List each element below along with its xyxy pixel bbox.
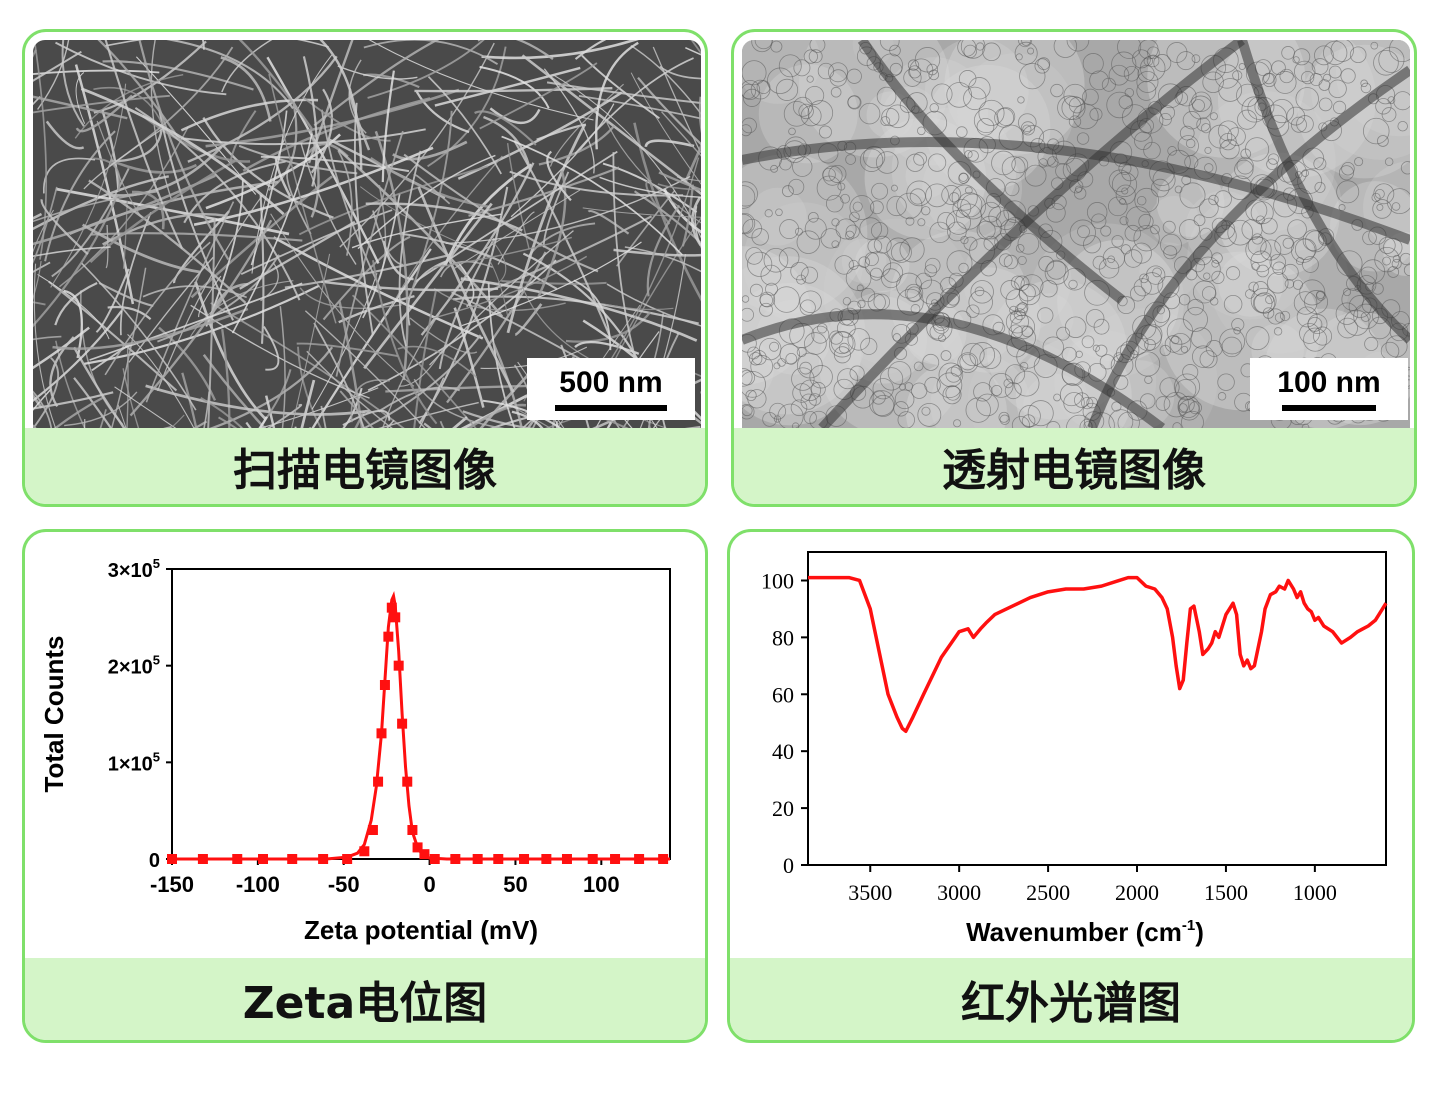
zeta-data-point: [386, 602, 397, 613]
zeta-data-point: [419, 849, 430, 860]
zeta-x-tick-label: -50: [328, 872, 360, 897]
zeta-data-point: [450, 854, 461, 864]
ftir-y-tick-label: 80: [772, 625, 794, 650]
zeta-caption: Zeta电位图: [25, 958, 705, 1040]
sem-scale-line: [555, 405, 667, 411]
zeta-data-point: [197, 854, 208, 864]
ftir-x-tick-label: 2500: [1026, 880, 1070, 905]
zeta-data-point: [541, 854, 552, 864]
sem-panel: 500 nm 扫描电镜图像: [22, 29, 708, 507]
tem-micrograph: 100 nm: [742, 40, 1410, 428]
zeta-data-point: [658, 854, 669, 864]
zeta-data-point: [393, 660, 404, 671]
zeta-data-point: [373, 776, 384, 787]
zeta-plot-frame: [171, 568, 671, 860]
tem-scale-label: 100 nm: [1277, 366, 1381, 399]
ftir-x-tick-label: 3500: [848, 880, 892, 905]
ftir-panel: 3500 3000 2500 2000 1500 1000 0 20 40 60 80 100 Wave…: [727, 529, 1415, 1043]
zeta-fit-line: [172, 590, 670, 861]
tem-scale-line: [1282, 405, 1376, 411]
ftir-plot-frame: [807, 551, 1387, 866]
sem-scale-bar: 500 nm: [527, 358, 695, 420]
zeta-y-axis-label: Total Counts: [39, 636, 69, 793]
ftir-caption: 红外光谱图: [730, 958, 1412, 1040]
ftir-y-tick-label: 20: [772, 796, 794, 821]
zeta-data-point: [167, 854, 177, 864]
ftir-spectrum-line: [808, 575, 1388, 734]
zeta-y-tick-label: 0: [149, 850, 160, 872]
ftir-x-tick-label: 1000: [1293, 880, 1337, 905]
zeta-data-point: [359, 846, 370, 857]
ftir-x-axis-label: Wavenumber (cm-1): [966, 917, 1204, 947]
zeta-panel: -150 -100 -50 0 50 100 0 1×105 2×105 3×105 Zeta po…: [22, 529, 708, 1043]
zeta-y-tick-label: 3×105: [108, 556, 160, 582]
zeta-data-point: [402, 776, 413, 787]
ftir-chart: 3500 3000 2500 2000 1500 1000 0 20 40 60 80 100 Wave…: [761, 551, 1388, 947]
zeta-data-point: [379, 680, 390, 690]
zeta-data-point: [397, 718, 408, 729]
zeta-data-point: [383, 631, 394, 642]
zeta-x-tick-label: 50: [503, 872, 527, 897]
zeta-data-point: [367, 825, 378, 835]
zeta-data-point: [561, 854, 572, 864]
zeta-data-point: [232, 854, 243, 864]
zeta-data-point: [412, 842, 423, 853]
zeta-data-point: [342, 854, 353, 864]
zeta-data-point: [390, 612, 401, 623]
zeta-x-axis-label: Zeta potential (mV): [304, 915, 538, 945]
tem-panel: 100 nm 透射电镜图像: [731, 29, 1417, 507]
zeta-data-point: [318, 854, 329, 864]
ftir-y-tick-label: 0: [783, 853, 794, 878]
zeta-data-point: [610, 854, 621, 864]
zeta-data-point: [472, 854, 483, 864]
zeta-data-point: [429, 854, 440, 864]
sem-micrograph: 500 nm: [33, 40, 701, 428]
zeta-data-point: [287, 854, 298, 864]
sem-scale-label: 500 nm: [559, 366, 663, 399]
zeta-x-tick-label: -150: [150, 872, 194, 897]
zeta-data-point: [634, 854, 645, 864]
zeta-y-tick-label: 2×105: [108, 653, 160, 679]
ftir-y-tick-label: 40: [772, 739, 794, 764]
zeta-data-point: [376, 728, 387, 739]
zeta-chart: -150 -100 -50 0 50 100 0 1×105 2×105 3×105 Zeta po…: [39, 556, 671, 945]
ftir-x-tick-label: 2000: [1115, 880, 1159, 905]
tem-caption: 透射电镜图像: [734, 428, 1414, 504]
tem-scale-bar: 100 nm: [1250, 358, 1408, 420]
zeta-data-point: [407, 825, 418, 835]
zeta-x-tick-label: 0: [423, 872, 435, 897]
zeta-x-tick-label: 100: [583, 872, 620, 897]
ftir-y-tick-label: 100: [761, 568, 794, 593]
ftir-x-tick-label: 3000: [937, 880, 981, 905]
ftir-x-tick-label: 1500: [1204, 880, 1248, 905]
ftir-y-tick-label: 60: [772, 682, 794, 707]
zeta-data-point: [493, 854, 504, 864]
sem-caption: 扫描电镜图像: [25, 428, 705, 504]
zeta-data-point: [258, 854, 269, 864]
zeta-data-point: [587, 854, 598, 864]
zeta-y-tick-label: 1×105: [108, 749, 160, 775]
zeta-data-point: [519, 854, 530, 864]
zeta-x-tick-label: -100: [236, 872, 280, 897]
